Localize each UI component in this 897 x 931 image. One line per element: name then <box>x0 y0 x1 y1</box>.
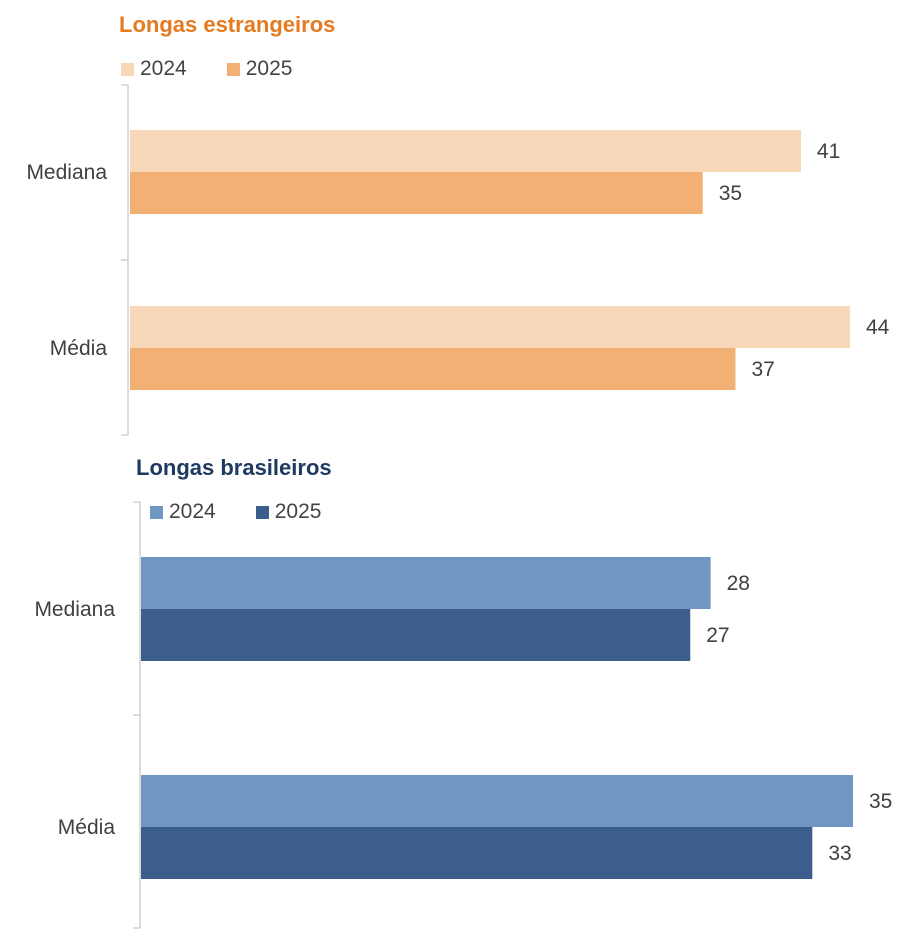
data-label: 28 <box>727 572 750 595</box>
legend: 2024 2025 <box>121 57 332 81</box>
category-label: Média <box>50 337 108 360</box>
bar-2025-mediana <box>130 172 703 214</box>
category-label: Mediana <box>26 161 107 184</box>
data-label: 33 <box>828 842 851 865</box>
legend-item-2025: 2025 <box>226 57 293 81</box>
legend-swatch-2024 <box>121 62 134 76</box>
data-label: 35 <box>719 182 742 205</box>
legend-label-2025: 2025 <box>245 57 293 80</box>
data-label: 41 <box>817 140 840 163</box>
legend-item-2024: 2024 <box>150 500 216 524</box>
bar-2024-média <box>130 306 850 348</box>
legend-item-2024: 2024 <box>121 57 187 81</box>
data-label: 44 <box>866 316 890 339</box>
data-label: 37 <box>751 358 774 381</box>
category-label: Mediana <box>34 598 115 621</box>
legend-item-2025: 2025 <box>255 500 322 524</box>
data-label: 27 <box>706 624 729 647</box>
legend: 2024 2025 <box>150 500 361 524</box>
category-label: Média <box>58 816 116 839</box>
legend-swatch-2025 <box>226 62 240 76</box>
chart-longas-estrangeiros: Longas estrangeiros 2024 2025 Mediana 41 3… <box>0 0 897 450</box>
chart-title: Longas estrangeiros <box>119 12 336 37</box>
bar-2025-média <box>141 827 813 879</box>
legend-swatch-2024 <box>150 505 163 519</box>
data-label: 35 <box>869 790 892 813</box>
bar-plot: Mediana 28 27 Média 35 33 <box>34 501 892 929</box>
chart-title: Longas brasileiros <box>136 455 332 480</box>
bar-2024-mediana <box>141 557 711 609</box>
legend-label-2024: 2024 <box>169 500 216 523</box>
chart-longas-brasileiros: Longas brasileiros 2024 2025 Mediana 28 27… <box>0 450 897 931</box>
bar-2024-média <box>141 775 853 827</box>
legend-label-2024: 2024 <box>140 57 187 80</box>
legend-swatch-2025 <box>255 505 269 519</box>
bar-2025-mediana <box>141 609 691 661</box>
legend-label-2025: 2025 <box>274 500 322 523</box>
bar-2024-mediana <box>130 130 801 172</box>
bar-plot: Mediana 41 35 Média 44 37 <box>26 84 890 436</box>
bar-2025-média <box>130 348 736 390</box>
